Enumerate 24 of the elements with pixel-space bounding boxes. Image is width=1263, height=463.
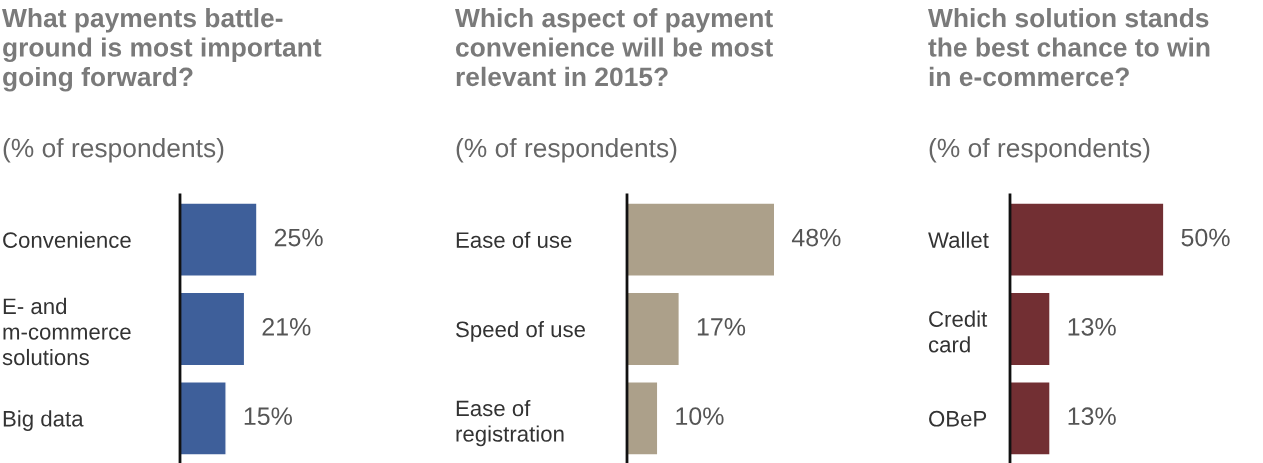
chart-title: What payments battle- ground is most important going forward? — [2, 8, 322, 92]
y-tick-label: Ease of use — [456, 231, 572, 248]
data-label: 13% — [1068, 318, 1116, 336]
y-tick-label: E- and m-commerce solutions — [2, 297, 131, 366]
y-tick-label: Speed of use — [456, 320, 585, 342]
data-label: 25% — [274, 228, 323, 247]
y-tick-label: OBeP — [929, 410, 987, 427]
data-label: 48% — [791, 228, 841, 247]
y-tick-label: Wallet — [928, 231, 989, 248]
data-label: 21% — [262, 318, 311, 336]
y-tick-label: Convenience — [3, 231, 131, 248]
y-tick-label: Ease of registration — [456, 399, 564, 447]
y-tick-label: Credit card — [928, 310, 988, 353]
data-label: 15% — [244, 407, 292, 426]
chart-title: Which aspect of payment convenience will be most relevant in 2015? — [455, 8, 773, 87]
data-label: 10% — [676, 407, 724, 426]
chart-title: Which solution stands the best chance to win in e-commerce? — [928, 8, 1210, 87]
chart-subtitle: (% of respondents) — [929, 138, 1150, 163]
chart-subtitle: (% of respondents) — [3, 138, 224, 163]
data-label: 50% — [1181, 228, 1230, 247]
data-label: 17% — [697, 318, 746, 336]
y-tick-label: Big data — [3, 410, 84, 431]
data-label: 13% — [1068, 407, 1116, 426]
chart-subtitle: (% of respondents) — [456, 138, 677, 163]
